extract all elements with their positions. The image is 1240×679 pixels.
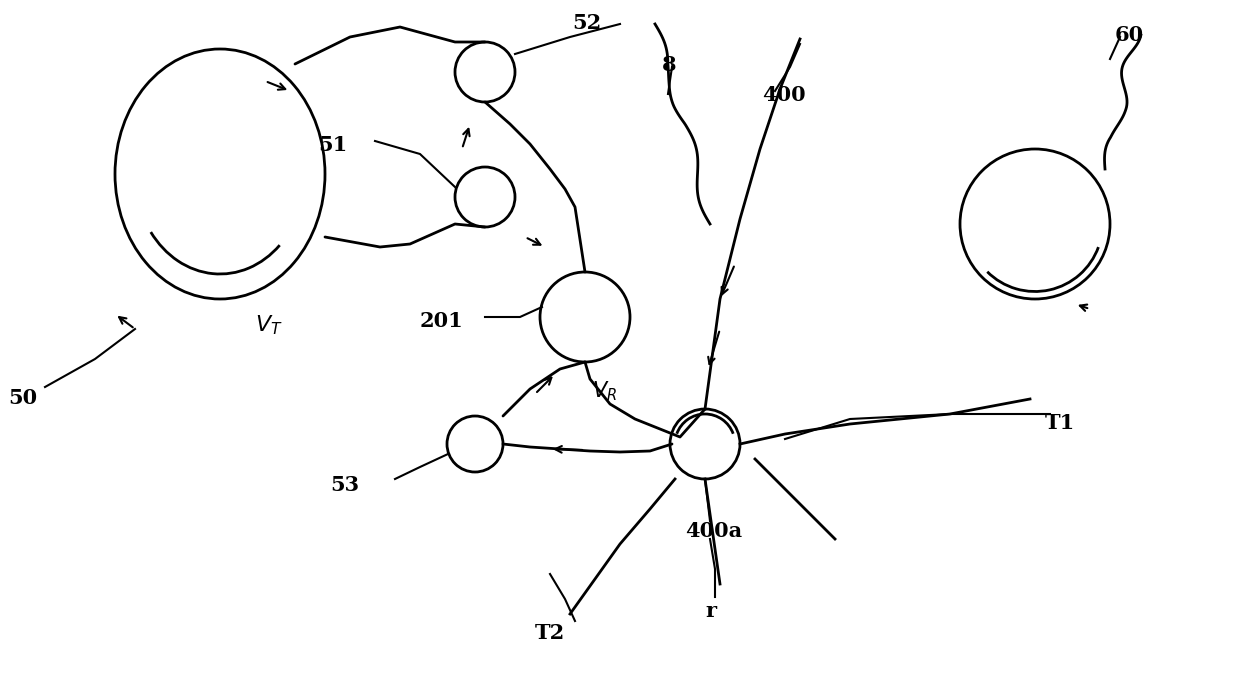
Text: T2: T2 xyxy=(534,623,565,643)
Text: 60: 60 xyxy=(1115,25,1145,45)
Text: T1: T1 xyxy=(1045,413,1075,433)
Text: $V_T$: $V_T$ xyxy=(255,313,283,337)
Text: 400a: 400a xyxy=(684,521,742,541)
Text: 201: 201 xyxy=(420,311,464,331)
Text: 51: 51 xyxy=(317,135,347,155)
Text: 8: 8 xyxy=(662,55,677,75)
Text: 52: 52 xyxy=(572,13,601,33)
Text: 53: 53 xyxy=(330,475,360,495)
Text: 50: 50 xyxy=(7,388,37,408)
Text: r: r xyxy=(706,601,715,621)
Text: 400: 400 xyxy=(763,85,806,105)
Text: $V_R$: $V_R$ xyxy=(591,379,618,403)
